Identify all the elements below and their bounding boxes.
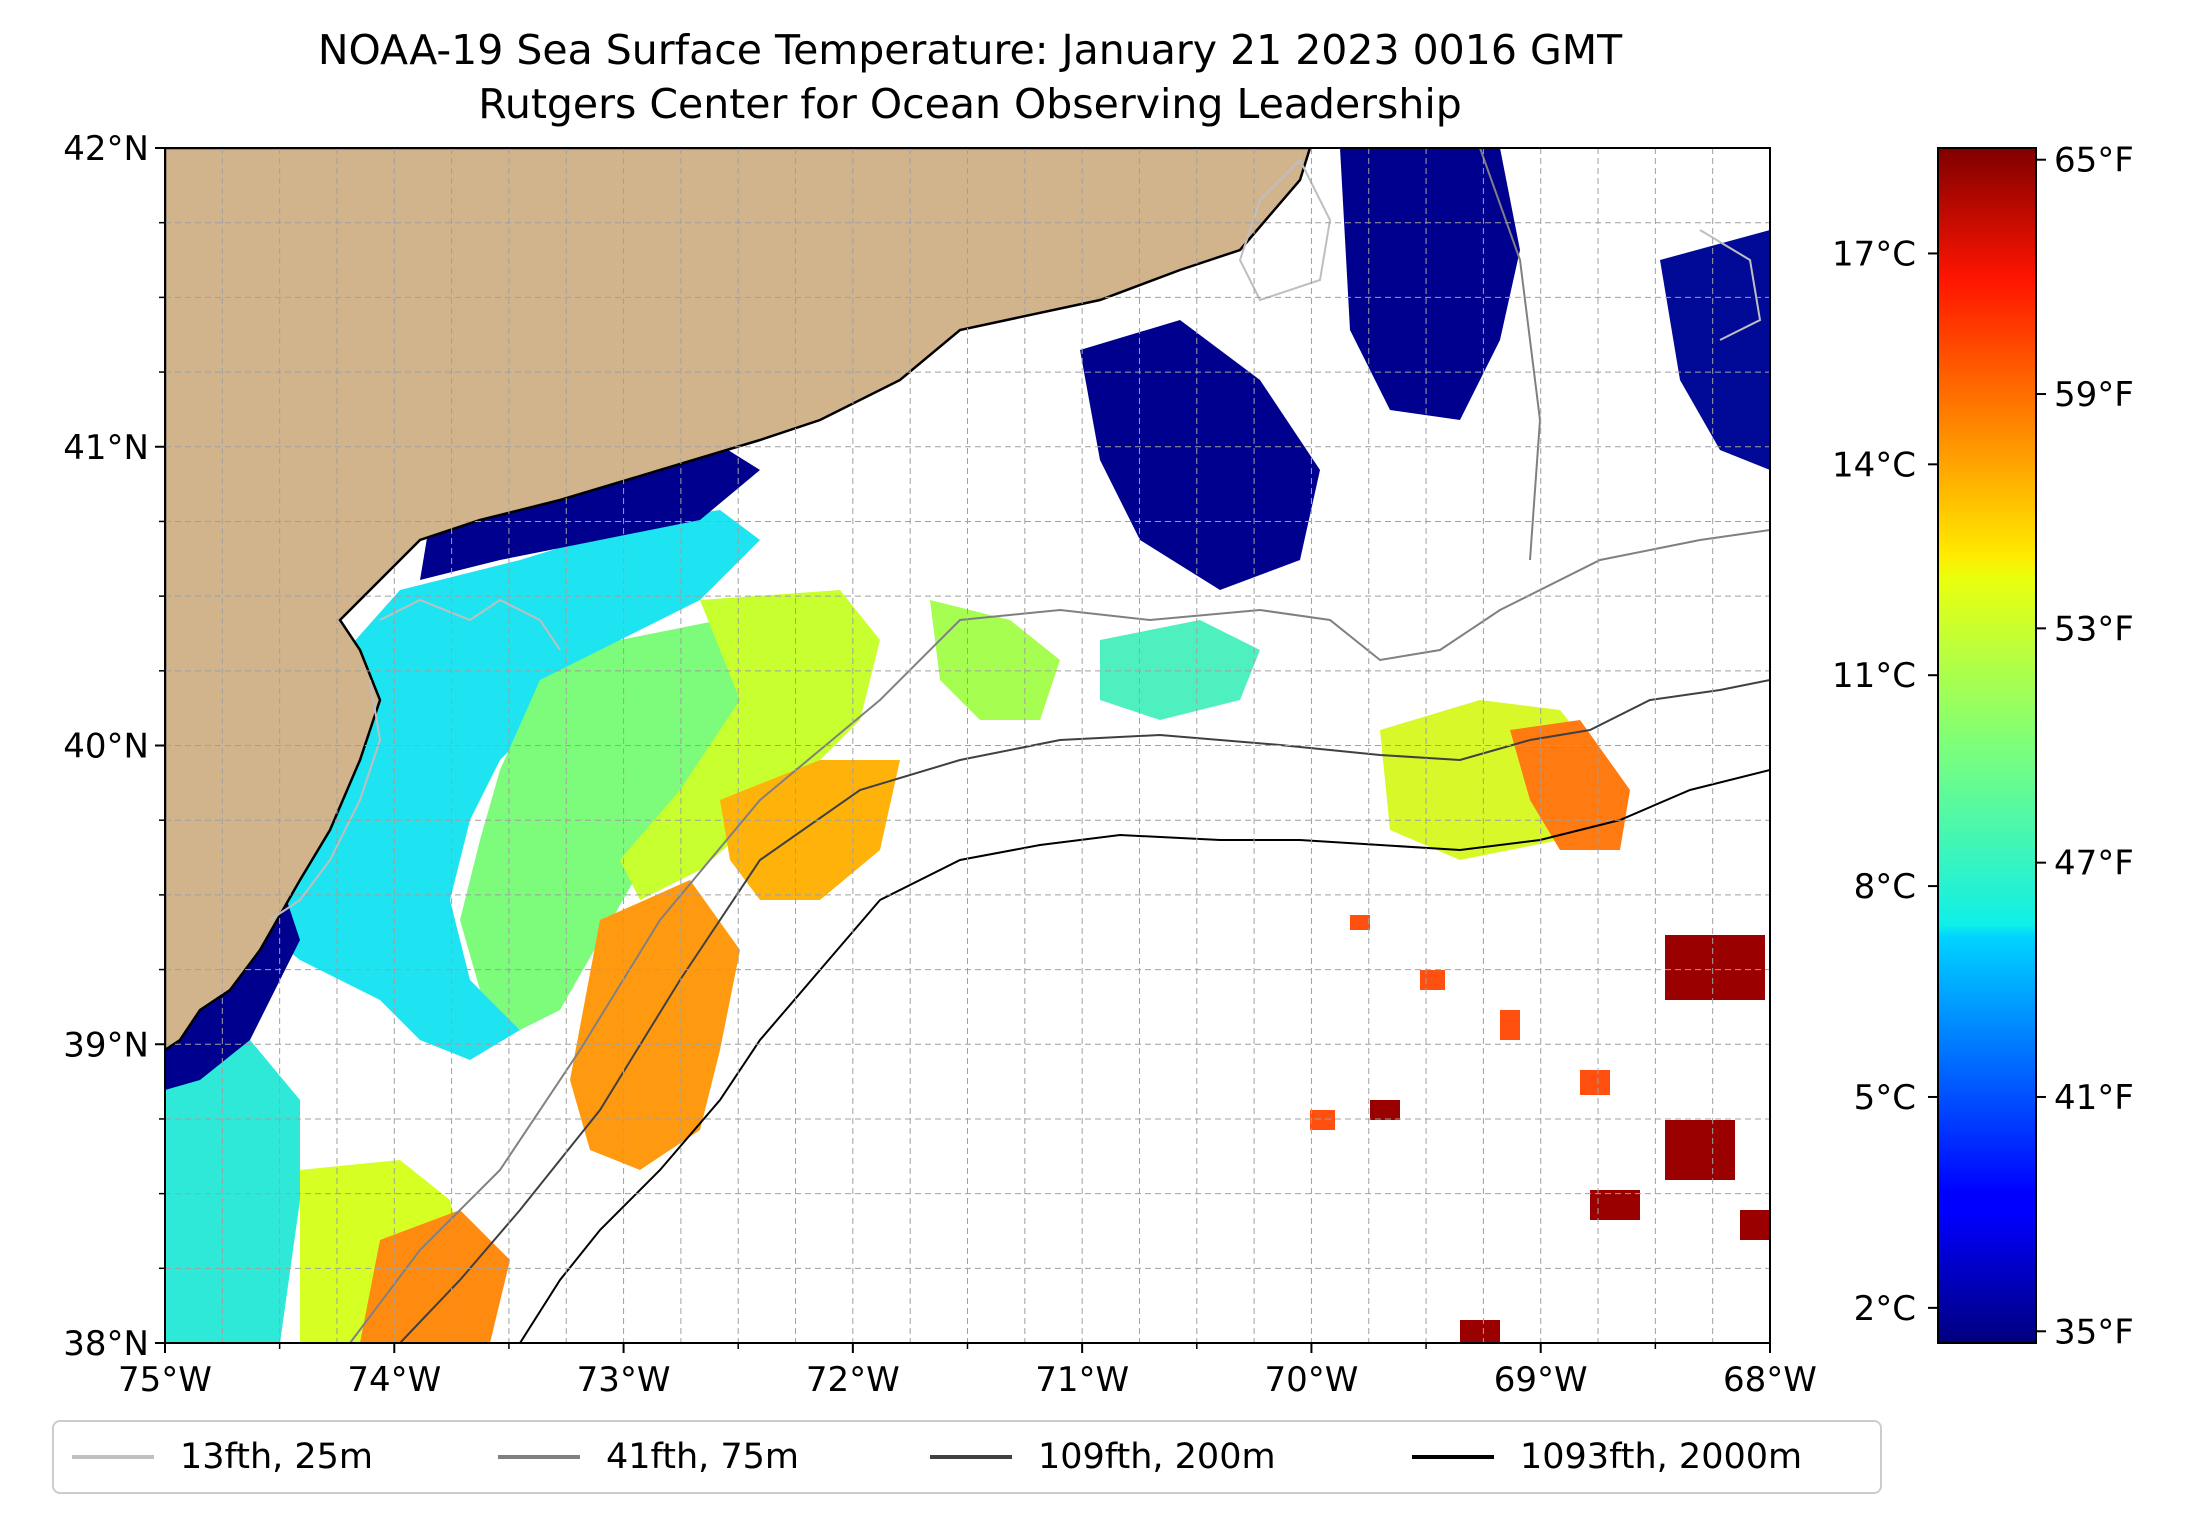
- y-tick-label: 41°N: [63, 428, 149, 468]
- x-tick-label: 75°W: [118, 1360, 212, 1400]
- colorbar-fahrenheit-label: 35°F: [2054, 1312, 2134, 1352]
- legend-label-200m: 109fth, 200m: [1038, 1437, 1276, 1477]
- colorbar-fahrenheit-label: 47°F: [2054, 844, 2134, 884]
- isobath-25m: [269, 158, 1762, 921]
- legend: 13fth, 25m 41fth, 75m 109fth, 200m 1093f…: [52, 1420, 1882, 1494]
- y-tick-label: 39°N: [63, 1025, 149, 1065]
- x-tick-label: 71°W: [1035, 1360, 1129, 1400]
- y-tick-label: 40°N: [63, 727, 149, 767]
- legend-label-2000m: 1093fth, 2000m: [1520, 1437, 1803, 1477]
- x-tick-label: 68°W: [1723, 1360, 1817, 1400]
- colorbar: [1937, 147, 2037, 1344]
- colorbar-celsius-ticks: 2°C 5°C 8°C 11°C 14°C 17°C: [1832, 234, 1938, 1329]
- map-gridlines: [165, 148, 1770, 1343]
- x-tick-label: 69°W: [1494, 1360, 1588, 1400]
- sst-region-east-navy: [1660, 230, 1770, 470]
- x-tick-label: 70°W: [1264, 1360, 1358, 1400]
- colorbar-fahrenheit-label: 53°F: [2054, 609, 2134, 649]
- legend-swatch-25m: [72, 1455, 154, 1459]
- sst-region-northeast-navy: [1340, 148, 1520, 420]
- sst-region-south-cyan: [165, 1040, 300, 1343]
- x-tick-label: 74°W: [347, 1360, 441, 1400]
- isobath-2000m: [519, 769, 1770, 1343]
- colorbar-celsius-label: 5°C: [1854, 1078, 1916, 1118]
- y-tick-label: 38°N: [63, 1324, 149, 1364]
- chart-subtitle: Rutgers Center for Ocean Observing Leade…: [478, 80, 1462, 128]
- legend-label-75m: 41fth, 75m: [606, 1437, 800, 1477]
- y-axis: 38°N 39°N 40°N 41°N 42°N: [63, 129, 165, 1364]
- colorbar-celsius-label: 14°C: [1832, 445, 1916, 485]
- colorbar-fahrenheit-label: 41°F: [2054, 1078, 2134, 1118]
- colorbar-fahrenheit-label: 59°F: [2054, 375, 2134, 415]
- x-axis: 75°W 74°W 73°W 72°W 71°W 70°W 69°W 68°W: [118, 1343, 1817, 1400]
- sst-region-south-orange: [360, 1210, 510, 1343]
- sst-region-nearshore-cyan: [240, 510, 760, 1060]
- isobath-200m: [399, 679, 1770, 1343]
- legend-label-25m: 13fth, 25m: [180, 1437, 374, 1477]
- sst-region-shelf-green: [460, 620, 780, 1030]
- legend-swatch-200m: [930, 1455, 1012, 1459]
- sst-region-east-orange: [1510, 720, 1630, 850]
- sst-region-mid-green: [930, 600, 1060, 720]
- colorbar-fahrenheit-ticks: 35°F 41°F 47°F 53°F 59°F 65°F: [2036, 141, 2134, 1352]
- legend-item-2000m: 1093fth, 2000m: [1412, 1422, 1802, 1492]
- sst-offshore-orange-patches: [1310, 915, 1610, 1130]
- colorbar-celsius-label: 17°C: [1832, 234, 1916, 274]
- map-figure: 75°W 74°W 73°W 72°W 71°W 70°W 69°W 68°W 38°N 39°…: [63, 129, 2134, 1400]
- colorbar-fahrenheit-label: 65°F: [2054, 141, 2134, 181]
- colorbar-celsius-label: 2°C: [1854, 1289, 1916, 1329]
- chart-title: NOAA-19 Sea Surface Temperature: January…: [317, 26, 1623, 74]
- sst-region-mid-cyan: [1100, 620, 1260, 720]
- colorbar-celsius-label: 8°C: [1854, 867, 1916, 907]
- sst-region-north-navy2: [1080, 320, 1320, 590]
- y-tick-label: 42°N: [63, 129, 149, 169]
- legend-item-75m: 41fth, 75m: [498, 1422, 799, 1492]
- colorbar-celsius-label: 11°C: [1832, 656, 1916, 696]
- legend-item-200m: 109fth, 200m: [930, 1422, 1276, 1492]
- map-panel: [165, 148, 1770, 1343]
- sst-offshore-warm-patches: [1370, 935, 1770, 1343]
- legend-item-25m: 13fth, 25m: [72, 1422, 373, 1492]
- x-tick-label: 72°W: [806, 1360, 900, 1400]
- legend-swatch-75m: [498, 1455, 580, 1459]
- x-tick-label: 73°W: [577, 1360, 671, 1400]
- legend-swatch-2000m: [1412, 1455, 1494, 1459]
